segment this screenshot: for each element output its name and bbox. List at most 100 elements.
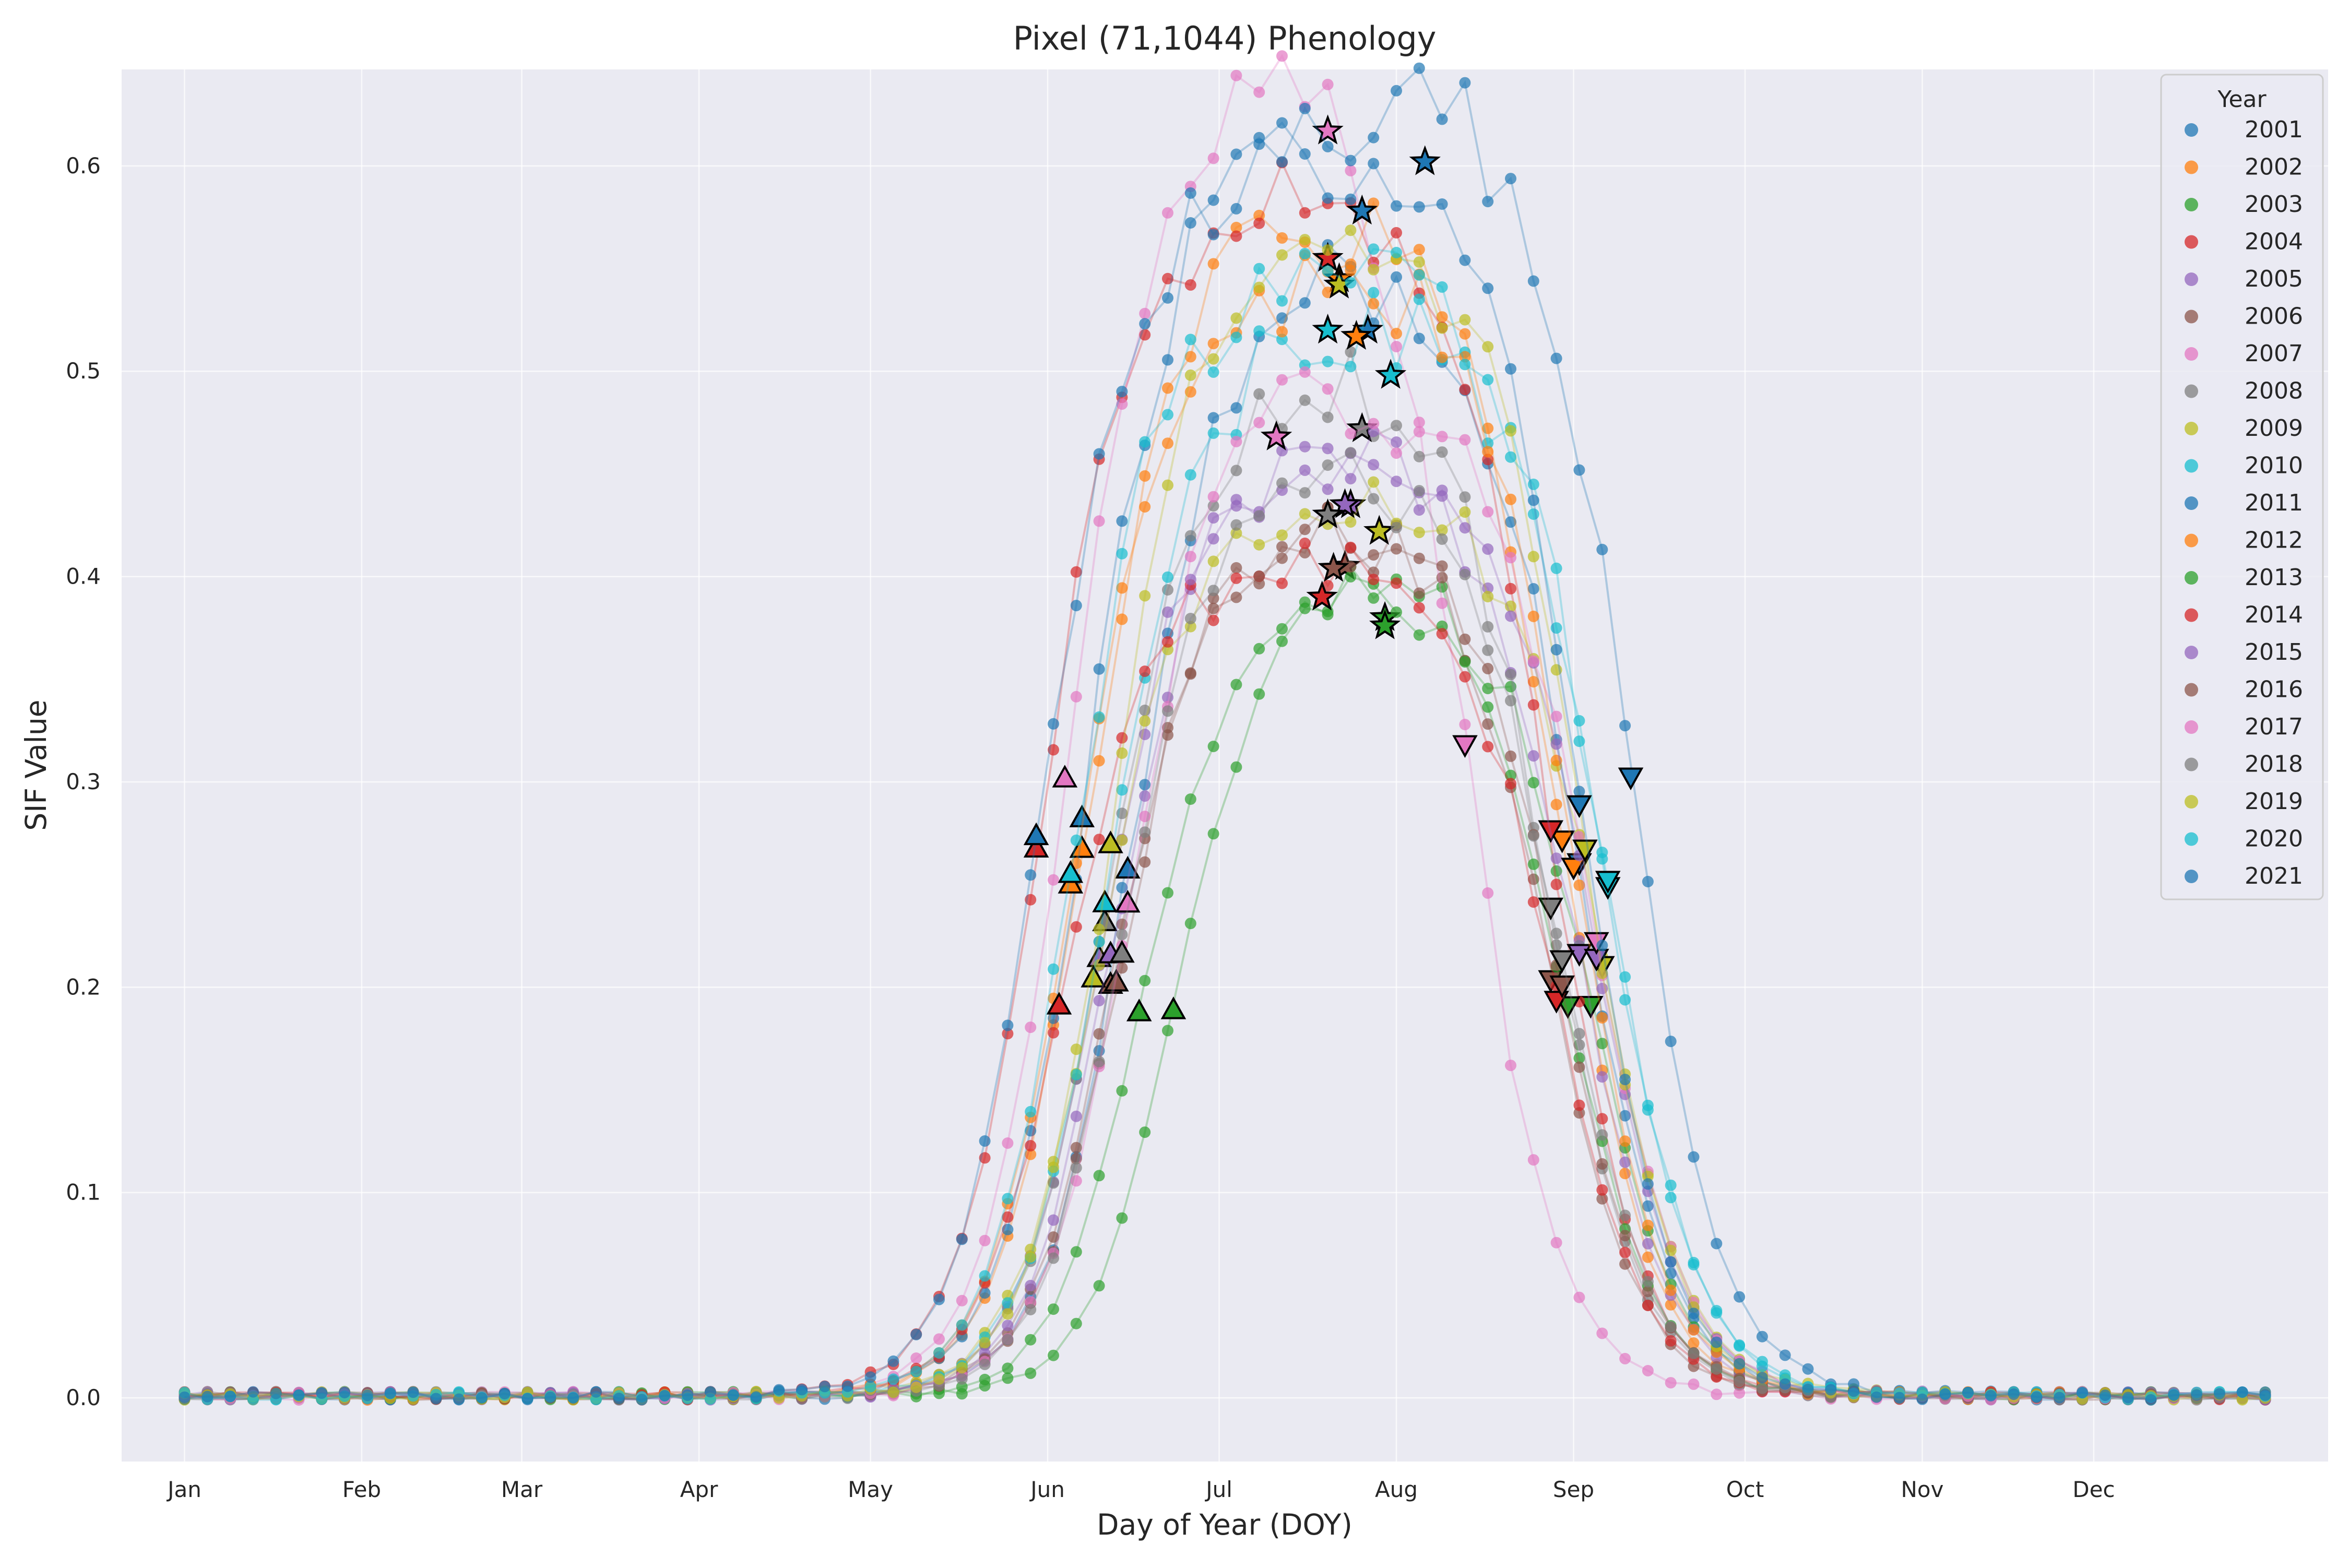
data-point: [887, 1355, 899, 1367]
data-point: [1070, 1110, 1082, 1122]
data-point: [1184, 469, 1196, 481]
start-of-season-marker: [1115, 856, 1141, 879]
data-point: [1391, 246, 1402, 258]
data-point: [1573, 1028, 1585, 1040]
data-point: [1527, 896, 1539, 908]
start-of-season-marker: [1109, 940, 1135, 963]
data-point: [1093, 1055, 1105, 1067]
data-point: [1093, 711, 1105, 723]
data-point: [1276, 552, 1288, 564]
data-point: [1711, 1388, 1723, 1400]
data-point: [1139, 329, 1151, 341]
data-point: [1596, 1113, 1608, 1125]
data-point: [1299, 537, 1311, 549]
data-point: [1391, 447, 1402, 459]
peak-of-season-marker: [1312, 498, 1344, 529]
data-point: [1230, 562, 1242, 574]
data-point: [1527, 750, 1539, 762]
data-point: [1573, 879, 1585, 891]
legend-marker: [2185, 160, 2198, 174]
legend-entry-label: 2017: [2245, 714, 2303, 740]
data-point: [1550, 754, 1562, 766]
data-point: [979, 1135, 991, 1147]
data-point: [1527, 699, 1539, 711]
data-point: [1048, 744, 1059, 756]
data-point: [1505, 600, 1516, 612]
start-of-season-marker: [1023, 835, 1049, 858]
data-point: [1482, 374, 1494, 386]
data-point: [1184, 279, 1196, 291]
data-point: [1505, 583, 1516, 595]
data-point: [270, 1387, 282, 1399]
data-point: [1391, 271, 1402, 283]
y-tick-label: 0.4: [66, 564, 101, 589]
data-point: [1253, 217, 1265, 229]
data-point: [1253, 688, 1265, 700]
data-point: [1665, 1192, 1677, 1204]
data-point: [1002, 1362, 1014, 1374]
data-point: [1070, 1162, 1082, 1174]
legend-marker: [2185, 757, 2198, 771]
data-point: [1207, 427, 1219, 439]
data-point: [1162, 692, 1173, 704]
data-point: [1436, 198, 1448, 210]
data-point: [1299, 297, 1311, 309]
data-point: [1642, 1178, 1654, 1190]
data-point: [1459, 314, 1471, 326]
data-point: [1573, 1099, 1585, 1111]
chart-title: Pixel (71,1044) Phenology: [1013, 19, 1437, 57]
data-point: [1184, 621, 1196, 633]
data-point: [1573, 786, 1585, 798]
legend-box: [2160, 74, 2324, 900]
data-point: [956, 1373, 968, 1385]
data-point: [979, 1152, 991, 1164]
data-point: [1253, 388, 1265, 400]
end-of-season-marker: [1595, 871, 1621, 894]
data-point: [1619, 720, 1631, 732]
start-of-season-marker: [1160, 996, 1187, 1019]
data-point: [1207, 491, 1219, 503]
data-point: [1230, 331, 1242, 343]
data-point: [1070, 1142, 1082, 1154]
data-point: [1527, 583, 1539, 595]
data-point: [1093, 923, 1105, 935]
data-point: [956, 1294, 968, 1306]
data-point: [1345, 447, 1357, 459]
data-point: [1276, 477, 1288, 489]
data-point: [1253, 86, 1265, 98]
data-point: [339, 1387, 351, 1398]
data-point: [1413, 485, 1425, 497]
data-point: [1345, 224, 1357, 236]
data-point: [1619, 1135, 1631, 1147]
data-point: [1436, 446, 1448, 458]
data-point: [1253, 281, 1265, 293]
legend-marker: [2185, 198, 2198, 211]
data-point: [2213, 1388, 2225, 1400]
end-of-season-marker: [1578, 995, 1604, 1019]
data-point: [1756, 1360, 1768, 1372]
data-point: [1527, 494, 1539, 506]
data-point: [1276, 374, 1288, 386]
data-point: [1162, 722, 1173, 734]
data-point: [1207, 555, 1219, 567]
data-point: [1162, 437, 1173, 449]
data-point: [1230, 148, 1242, 160]
data-point: [1436, 322, 1448, 334]
data-point: [1527, 508, 1539, 520]
data-point: [1665, 1036, 1677, 1048]
data-point: [1391, 420, 1402, 432]
data-point: [1596, 847, 1608, 858]
data-point: [1002, 1320, 1014, 1332]
data-point: [1596, 1327, 1608, 1339]
data-point: [1299, 487, 1311, 499]
legend-entry-label: 2005: [2245, 266, 2303, 292]
data-point: [1870, 1391, 1882, 1403]
data-point: [1413, 629, 1425, 641]
data-point: [1116, 807, 1128, 819]
data-point: [1596, 982, 1608, 994]
data-point: [1482, 644, 1494, 656]
data-point: [1779, 1349, 1791, 1361]
data-point: [567, 1392, 579, 1404]
data-point: [1116, 582, 1128, 594]
end-of-season-marker: [1561, 858, 1586, 881]
